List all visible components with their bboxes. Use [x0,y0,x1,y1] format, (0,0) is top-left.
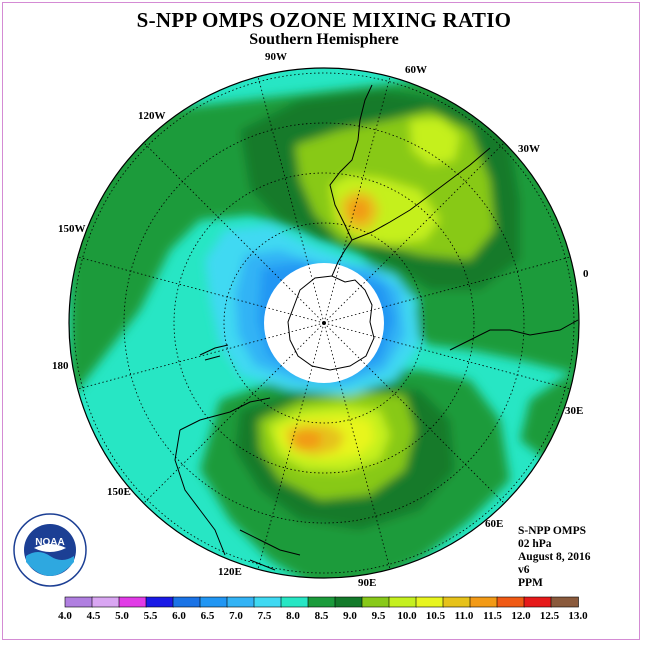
meridian-line [323,322,391,570]
ozone-region-10.0-north [410,118,460,165]
page-frame [2,2,640,640]
lon-label-90e: 90E [358,577,376,589]
logo-wordmark: NOAA [35,537,64,548]
lon-label-30e: 30E [565,405,583,417]
lon-label-120e: 120E [218,566,242,578]
meridian-line [143,142,325,324]
lon-label-150w: 150W [58,223,86,235]
meridian-line [323,322,571,390]
lon-label-30w: 30W [518,143,540,155]
meridian-line [323,256,571,324]
meridian-line [257,76,325,324]
graticule [73,72,575,574]
lon-label-150e: 150E [107,486,131,498]
logo-gull [34,544,66,552]
meridian-line [143,322,325,504]
meridian-line [323,76,391,324]
lon-label-60e: 60E [485,518,503,530]
info-units: PPM [518,577,543,589]
map-border [68,67,580,579]
product-info: S-NPP OMPS 02 hPa August 8, 2016 v6 PPM [518,525,591,590]
meridian-line [323,142,505,324]
latitude-circle-3 [123,122,525,524]
coastline-antarctica [287,275,375,371]
lon-label-60w: 60W [405,64,427,76]
info-instrument: S-NPP OMPS [518,525,587,537]
lon-label-90w: 90W [265,51,287,63]
meridian-line [77,256,325,324]
logo-wave [26,552,74,576]
coastlines [174,84,579,571]
ozone-region-11.5-west [348,198,370,222]
ozone-region-11.5-south [292,430,322,450]
coastline-south-america [329,84,491,241]
south-pole-dot [322,321,326,325]
info-date: August 8, 2016 [518,551,591,563]
coastline-indonesia [239,529,301,571]
coastline-australia [174,397,271,556]
noaa-logo: NOAA [13,513,87,587]
lon-label-120w: 120W [138,110,166,122]
map-title: S-NPP OMPS OZONE MIXING RATIO [136,8,512,32]
info-version: v6 [518,564,530,576]
coastline-africa [449,319,579,351]
meridian-lines [77,76,571,570]
latitude-circle-2 [173,172,475,474]
info-pressure: 02 hPa [518,538,552,550]
meridian-line [323,322,505,504]
latitude-circle-1 [223,222,425,424]
coastline-new-zealand [199,344,229,361]
meridian-line [257,322,325,570]
meridian-line [77,322,325,390]
lon-label-180: 180 [52,360,69,372]
ozone-field [69,68,579,578]
coastline-antarctic-peninsula [331,239,353,277]
map-subtitle: Southern Hemisphere [249,31,399,48]
lon-label-0: 0 [583,268,589,280]
latitude-circle-4 [73,72,575,574]
